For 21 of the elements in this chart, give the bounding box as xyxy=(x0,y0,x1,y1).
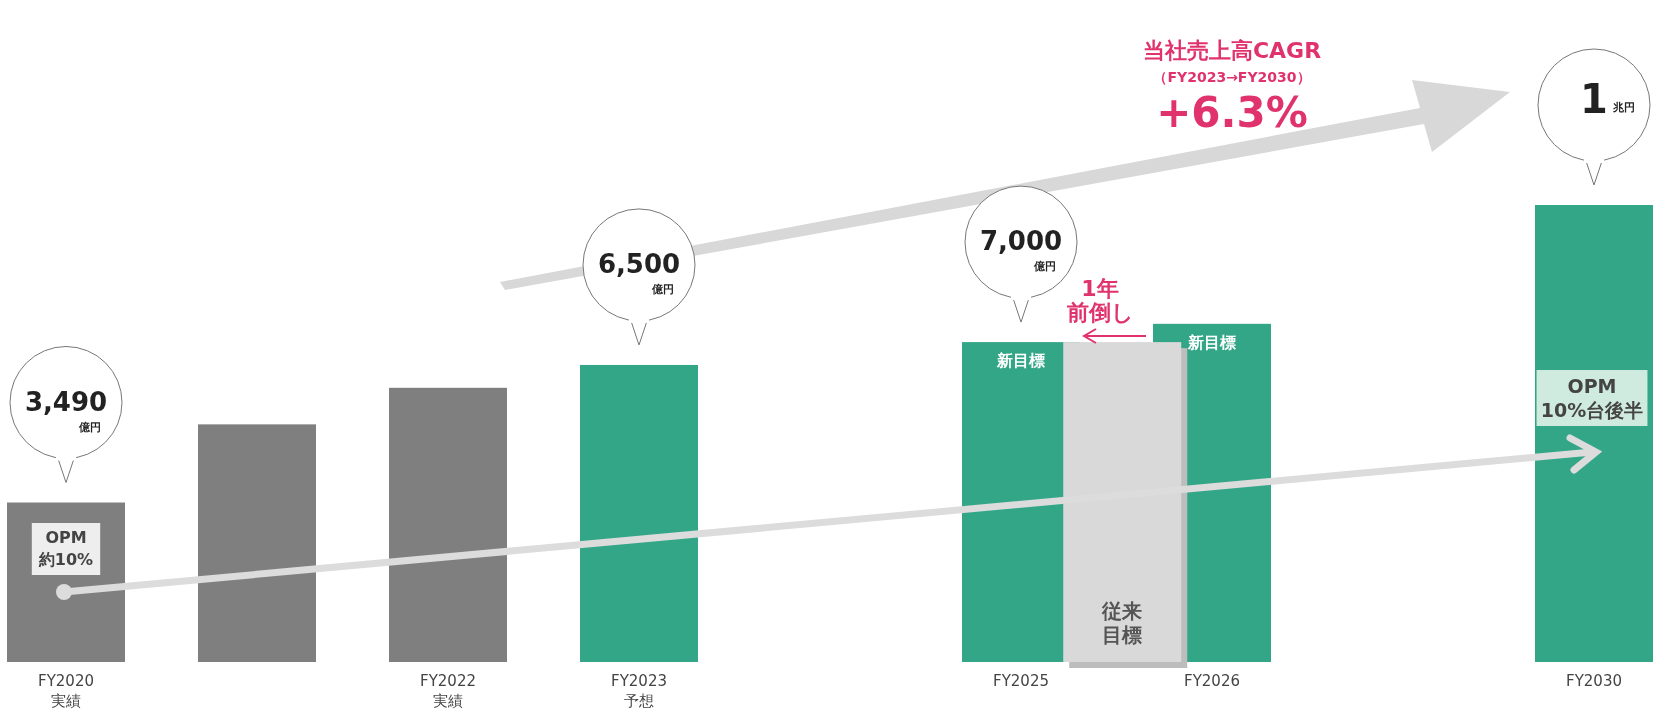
bar xyxy=(580,364,698,662)
annotation: OPM 10%台後半 xyxy=(1540,375,1644,421)
text: +6.3% xyxy=(1156,88,1308,137)
series-label: 従来目標 xyxy=(1101,599,1143,647)
annotation: 新目標 xyxy=(996,351,1045,371)
x-tick-label: FY2025 xyxy=(993,672,1049,690)
bar xyxy=(389,387,507,662)
bar xyxy=(198,424,316,662)
x-tick-label: FY2022 実績 xyxy=(420,672,476,710)
annotation: 新目標 xyxy=(1187,332,1236,352)
x-tick-label: FY2023 予想 xyxy=(611,672,667,710)
x-tick-label: FY2030 xyxy=(1566,672,1622,690)
data-label: 3,490億円 xyxy=(24,386,108,434)
data-label: 6,500億円 xyxy=(597,248,681,296)
text: （FY2023→FY2030） xyxy=(1153,69,1311,85)
text: 当社売上高CAGR xyxy=(1142,38,1322,63)
bar xyxy=(1535,205,1653,662)
x-tick-label: FY2026 xyxy=(1184,672,1240,690)
annotation: OPM 約10% xyxy=(37,528,94,569)
x-tick-label: FY2020 実績 xyxy=(38,672,94,710)
data-label: 7,000億円 xyxy=(979,226,1063,274)
